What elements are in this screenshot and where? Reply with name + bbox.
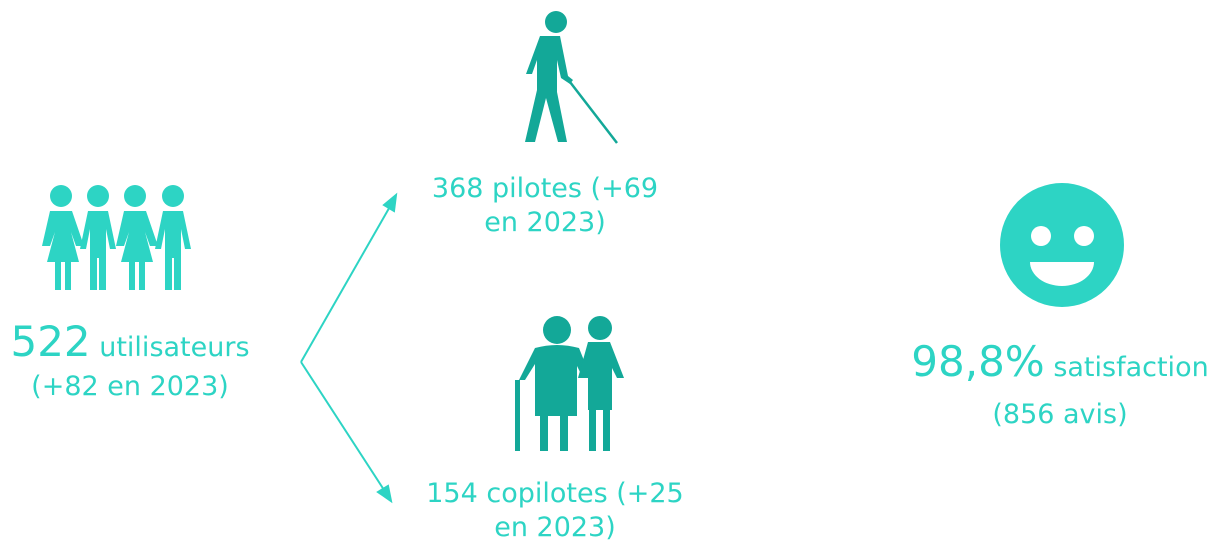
satisfaction-headline: 98,8% satisfaction	[890, 341, 1226, 385]
users-headline: 522 utilisateurs	[0, 321, 260, 365]
pilot-icon	[525, 11, 618, 144]
users-note: (+82 en 2023)	[31, 371, 229, 402]
users-label: utilisateurs	[99, 332, 250, 363]
users-icon	[42, 185, 191, 290]
satisfaction-note: (856 avis)	[992, 399, 1128, 430]
users-count: 522	[10, 317, 91, 366]
arrows	[300, 192, 398, 504]
pilots-text: 368 pilotes (+69 en 2023)	[431, 173, 659, 238]
smiley-icon	[1000, 183, 1124, 307]
satisfaction-value: 98,8%	[911, 337, 1045, 386]
copilot-icon	[515, 316, 624, 451]
copilots-text: 154 copilotes (+25 en 2023)	[426, 478, 684, 543]
satisfaction-label: satisfaction	[1053, 352, 1209, 383]
